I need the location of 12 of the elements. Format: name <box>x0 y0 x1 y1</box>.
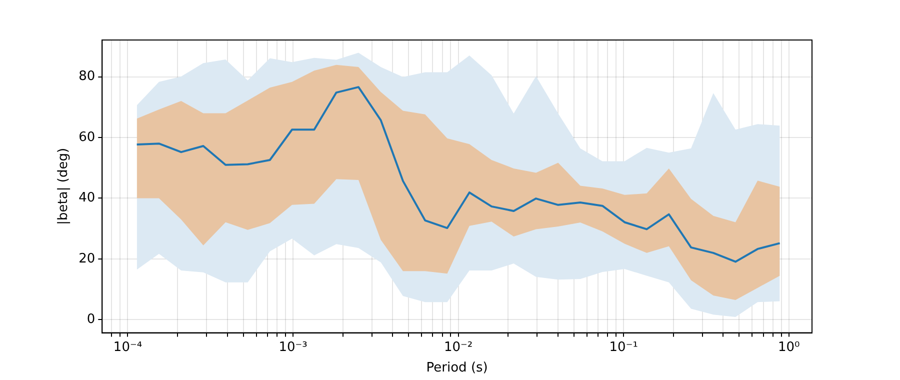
y-tick-label: 40 <box>78 190 96 206</box>
y-tick-label: 20 <box>78 251 96 266</box>
y-tick-label: 60 <box>78 130 96 145</box>
x-tick-label: 10⁻¹ <box>609 340 638 355</box>
x-tick-label: 10⁻³ <box>278 340 308 355</box>
x-tick-label: 10⁻² <box>444 340 473 355</box>
y-axis-title: |beta| (deg) <box>56 148 72 225</box>
x-tick-label: 10⁰ <box>778 340 800 355</box>
x-tick-label: 10⁻⁴ <box>113 340 142 355</box>
y-tick-label: 80 <box>78 69 96 84</box>
y-tick-label: 0 <box>86 312 96 328</box>
x-axis-title: Period (s) <box>426 360 488 376</box>
